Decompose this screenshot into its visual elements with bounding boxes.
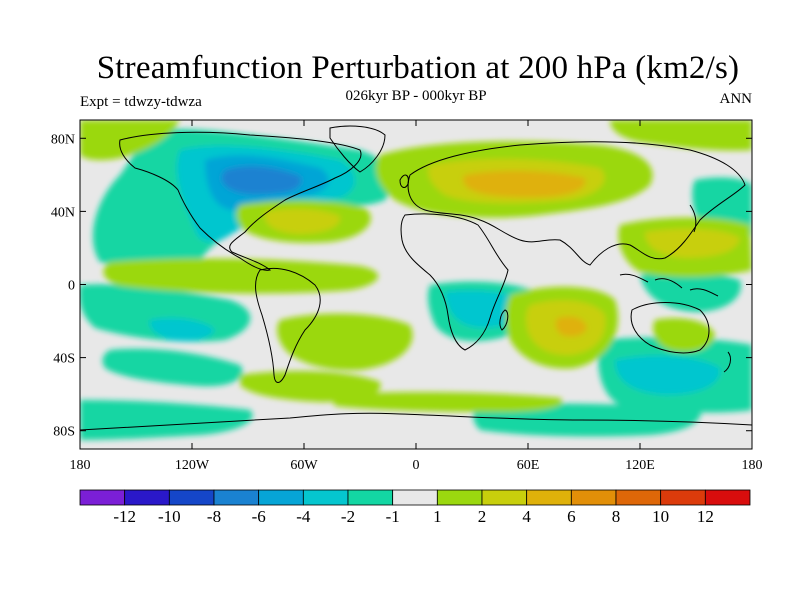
colorbar-label: 8: [612, 507, 621, 526]
coastline-japan: [689, 204, 697, 233]
negative-anomaly-south-pacific-40S: [102, 348, 243, 387]
colorbar: -12 -10 -8 -6 -4 -2 -1 1 2 4 6 8 10 12: [79, 489, 751, 526]
colorbar-label: -1: [386, 507, 400, 526]
chart-subtitle: 026kyr BP - 000kyr BP: [345, 88, 487, 104]
colorbar-swatch: [258, 489, 304, 506]
x-tick-label: 60E: [517, 458, 540, 473]
positive-anomaly-australia: [653, 318, 715, 352]
positive-anomaly-tropical-band: [103, 258, 379, 294]
negative-anomaly-southern-ocean-west: [80, 400, 253, 440]
coastlines: [80, 125, 752, 431]
positive-anomaly-arctic-west: [80, 120, 180, 161]
x-tick-label: 120E: [625, 458, 655, 473]
y-tick-label: 0: [68, 279, 75, 294]
positive-anomaly-indian-ocean-south-center: [555, 316, 587, 337]
colorbar-swatch: [213, 489, 260, 506]
x-tick-label: 60W: [290, 458, 318, 473]
colorbar-label: 4: [522, 507, 531, 526]
negative-anomaly-pacific-south-core: [149, 318, 215, 342]
season-label: ANN: [719, 91, 753, 107]
coastline-eurasia: [407, 141, 746, 266]
coastline-antarctica: [80, 412, 752, 431]
positive-anomaly-east-asia-core: [645, 228, 740, 258]
coastline-greenland: [329, 125, 386, 173]
colorbar-label: -6: [252, 507, 266, 526]
coastline-south-america: [255, 267, 321, 383]
colorbar-label: 6: [567, 507, 576, 526]
colorbar-swatch: [347, 489, 394, 506]
positive-anomaly-arctic-east: [610, 120, 752, 151]
colorbar-label: 10: [652, 507, 669, 526]
y-tick-label: 40S: [53, 352, 75, 367]
negative-anomaly-south-indian-core: [615, 355, 721, 395]
colorbar-swatch: [392, 489, 438, 506]
coastline-australia: [630, 302, 710, 354]
colorbar-swatch: [168, 489, 215, 506]
colorbar-label: 2: [478, 507, 487, 526]
y-tick-label: 80N: [51, 132, 75, 147]
colorbar-swatch: [570, 489, 617, 506]
y-axis: 80N 40N 0 40S 80S: [51, 132, 752, 440]
colorbar-swatch: [526, 489, 572, 506]
colorbar-swatch: [436, 489, 483, 506]
chart-title: Streamfunction Perturbation at 200 hPa (…: [96, 50, 740, 86]
x-tick-label: 180: [742, 458, 763, 473]
x-tick-label: 120W: [175, 458, 210, 473]
colorbar-label: -4: [296, 507, 311, 526]
x-tick-label: 0: [413, 458, 420, 473]
colorbar-label: -8: [207, 507, 221, 526]
x-tick-label: 180: [70, 458, 91, 473]
positive-anomaly-south-america: [277, 313, 413, 371]
colorbar-swatch: [615, 489, 662, 506]
experiment-label: Expt = tdwzy-tdwza: [80, 94, 202, 110]
coastline-indonesia: [619, 273, 719, 297]
colorbar-swatch: [704, 489, 751, 506]
colorbar-label: -10: [158, 507, 181, 526]
colorbar-label: 12: [697, 507, 714, 526]
coastline-uk: [399, 174, 409, 188]
positive-anomaly-southern-ocean: [330, 392, 563, 412]
negative-anomaly-north-america-inner: [221, 166, 302, 195]
colorbar-label: -12: [113, 507, 136, 526]
negative-anomaly-pacific-tropics: [640, 270, 741, 312]
colorbar-swatch: [124, 489, 170, 506]
coastline-north-america: [119, 131, 362, 271]
colorbar-swatch: [302, 489, 349, 506]
colorbar-swatch: [660, 489, 706, 506]
positive-anomaly-eurasia-center: [463, 170, 586, 198]
coastline-africa: [400, 213, 509, 351]
colorbar-swatch: [79, 489, 126, 506]
positive-anomaly-atlantic-core: [264, 208, 341, 234]
colorbar-swatch: [481, 489, 528, 506]
coastline-madagascar: [499, 309, 509, 331]
y-tick-label: 40N: [51, 205, 75, 220]
colorbar-label: -2: [341, 507, 355, 526]
coastline-new-zealand: [723, 351, 732, 373]
contour-fields: [80, 120, 752, 440]
y-tick-label: 80S: [53, 425, 75, 440]
colorbar-label: 1: [433, 507, 442, 526]
x-axis: 180 120W 60W 0 60E 120E 180: [70, 120, 763, 473]
